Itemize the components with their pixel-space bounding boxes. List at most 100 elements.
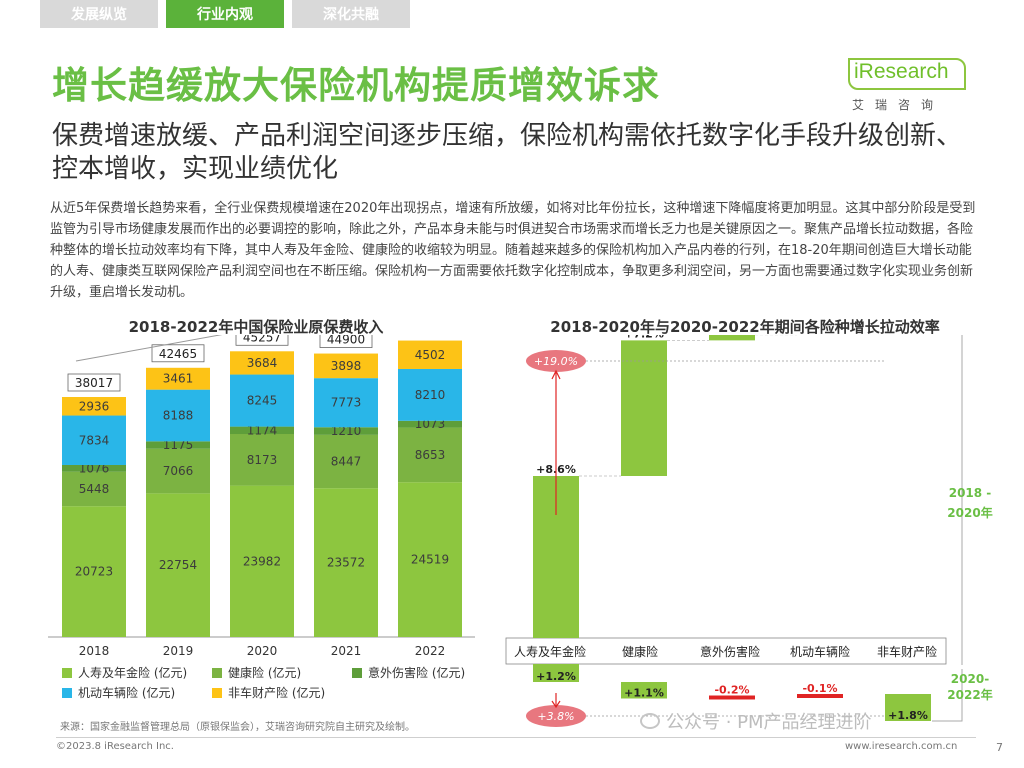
category-axis-box — [505, 637, 947, 665]
bar-value-label: 3684 — [247, 356, 278, 370]
total-label: 38017 — [75, 376, 113, 390]
left-chart-title: 2018-2022年中国保险业原保费收入 — [128, 318, 384, 336]
period-label-p2-line2: 2022年 — [947, 687, 992, 702]
bar-segment-2022-0 — [398, 482, 462, 637]
bar-segment-2018-2 — [62, 464, 126, 472]
page-number: 7 — [996, 741, 1003, 754]
waterfall-label-p2: -0.1% — [802, 682, 837, 695]
footer-divider — [56, 737, 976, 738]
legend-label: 非车财产险 (亿元) — [228, 686, 326, 700]
website-link[interactable]: www.iresearch.com.cn — [845, 741, 958, 752]
total-label: 45257 — [243, 335, 281, 344]
bar-segment-2018-0 — [62, 506, 126, 637]
legend-label: 机动车辆险 (亿元) — [78, 686, 176, 700]
bar-segment-2020-3 — [230, 374, 294, 427]
bar-value-label: 7066 — [163, 464, 194, 478]
tab-industry-overview[interactable]: 发展纵览 — [40, 0, 158, 28]
total-box — [151, 344, 205, 363]
right-chart-title: 2018-2020年与2020-2022年期间各险种增长拉动效率 — [550, 318, 940, 336]
waterfall-bar-p2 — [621, 682, 667, 699]
bar-value-label: 20723 — [75, 565, 113, 579]
logo-frame — [848, 58, 966, 90]
bar-segment-2021-3 — [314, 378, 378, 428]
legend-swatch — [212, 687, 222, 698]
legend-label: 意外伤害险 (亿元) — [368, 666, 466, 680]
total-label: 42465 — [159, 347, 197, 361]
logo-cn-text: 艾瑞咨询 — [852, 98, 945, 112]
bar-segment-2019-0 — [146, 493, 210, 637]
page-title: 增长趋缓放大保险机构提质增效诉求 — [52, 64, 660, 107]
bar-value-label: 23982 — [243, 554, 281, 568]
x-tick-label: 2019 — [163, 644, 194, 658]
bar-value-label: 24519 — [411, 553, 449, 567]
bar-segment-2020-4 — [230, 351, 294, 375]
total-badge-p2 — [526, 705, 586, 727]
waterfall-label-p2: +1.1% — [624, 687, 664, 700]
bar-value-label: 1174 — [247, 423, 278, 437]
tab-industry-insight[interactable]: 行业内观 — [166, 0, 284, 28]
bar-segment-2018-1 — [62, 471, 126, 507]
iresearch-logo: iResearch 艾瑞咨询 — [848, 58, 978, 114]
trend-arrow — [75, 335, 223, 362]
waterfall-bar-p1 — [709, 335, 755, 341]
bar-value-label: 8210 — [415, 388, 446, 402]
category-label: 健康险 — [622, 644, 658, 659]
bar-segment-2019-4 — [146, 367, 210, 390]
bar-value-label: 5448 — [79, 482, 110, 496]
bar-segment-2020-0 — [230, 485, 294, 637]
page-subtitle: 保费增速放缓、产品利润空间逐步压缩，保险机构需依托数字化手段升级创新、控本增收，… — [52, 121, 963, 184]
legend-swatch — [62, 667, 72, 678]
bar-segment-2022-3 — [398, 368, 462, 421]
legend-label: 人寿及年金险 (亿元) — [78, 666, 188, 680]
bar-segment-2022-1 — [398, 427, 462, 483]
total-label: 44900 — [327, 335, 365, 347]
period-label-p1-line1: 2018 - — [949, 486, 992, 500]
bar-value-label: 7834 — [79, 433, 110, 447]
waterfall-label-p2: -0.2% — [714, 684, 749, 697]
waterfall-label-p2: +1.2% — [536, 670, 576, 683]
bar-value-label: 8447 — [331, 455, 362, 469]
category-label: 机动车辆险 — [790, 644, 850, 659]
total-badge-label-p1: +19.0% — [534, 355, 578, 368]
bar-value-label: 1210 — [331, 424, 362, 438]
bracket-p2 — [932, 669, 963, 722]
bar-value-label: 8245 — [247, 394, 278, 408]
legend-item: 意外伤害险 (亿元) — [352, 664, 465, 681]
total-box — [235, 335, 289, 346]
total-box — [67, 373, 121, 392]
bar-value-label: 3898 — [331, 359, 362, 373]
wechat-icon — [640, 713, 660, 729]
bar-segment-2018-4 — [62, 397, 126, 416]
source-note: 来源：国家金融监督管理总局（原银保监会），艾瑞咨询研究院自主研究及绘制。 — [60, 722, 415, 733]
red-arrow-head-p2 — [551, 700, 561, 709]
bar-segment-2022-4 — [398, 340, 462, 369]
copyright: ©2023.8 iResearch Inc. — [56, 741, 174, 752]
bar-segment-2018-3 — [62, 415, 126, 465]
bar-segment-2019-3 — [146, 389, 210, 442]
x-tick-label: 2021 — [331, 644, 362, 658]
watermark: 公众号 · PM产品经理进阶 — [640, 708, 872, 734]
tab-deep-integration[interactable]: 深化共融 — [292, 0, 410, 28]
bar-value-label: 2936 — [79, 399, 110, 413]
body-paragraph: 从近5年保费增长趋势来看，全行业保费规模增速在2020年出现拐点，增速有所放缓，… — [50, 201, 976, 300]
bar-segment-2019-2 — [146, 441, 210, 449]
watermark-text: 公众号 · PM产品经理进阶 — [666, 712, 872, 733]
bracket-p1 — [961, 335, 963, 665]
growth-waterfall-chart: 人寿及年金险健康险意外伤害险机动车辆险非车财产险+8.6%+7.2%+0.3%+… — [505, 335, 993, 727]
total-box — [319, 335, 373, 348]
legend-item: 人寿及年金险 (亿元) — [62, 664, 187, 681]
bar-segment-2021-1 — [314, 434, 378, 489]
bar-value-label: 8653 — [415, 448, 446, 462]
legend-item: 非车财产险 (亿元) — [212, 684, 325, 701]
total-badge-label-p2: +3.8% — [537, 710, 574, 723]
waterfall-bar-p2 — [709, 695, 755, 700]
bar-value-label: 22754 — [159, 558, 197, 572]
legend-label: 健康险 (亿元) — [228, 666, 302, 680]
bar-segment-2020-2 — [230, 426, 294, 435]
legend-item: 健康险 (亿元) — [212, 664, 301, 681]
total-badge-p1 — [526, 350, 586, 372]
logo-text: iResearch — [854, 60, 949, 83]
legend-swatch — [352, 667, 362, 678]
x-tick-label: 2022 — [415, 644, 446, 658]
waterfall-label-p1: +7.2% — [624, 335, 664, 340]
